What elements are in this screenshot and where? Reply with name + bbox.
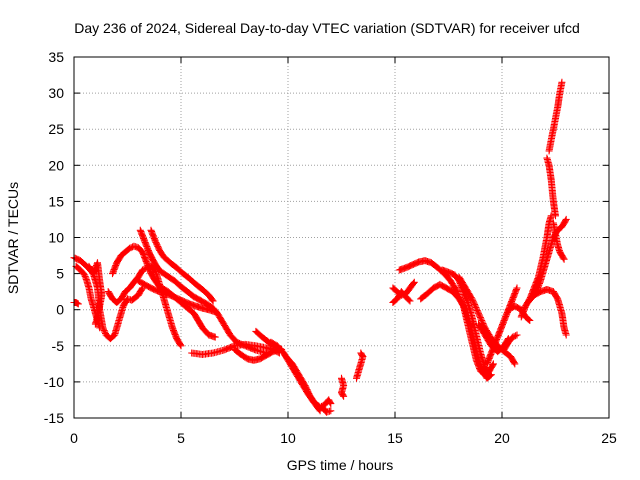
series-trace-15 — [318, 403, 335, 416]
y-tick-label: 10 — [48, 230, 64, 246]
y-tick-label: 15 — [48, 193, 64, 209]
y-tick-label: 30 — [48, 85, 64, 101]
series-trace-17 — [353, 349, 367, 382]
series-trace-30 — [549, 219, 568, 263]
plus-markers — [338, 374, 348, 400]
series-trace-21 — [417, 280, 495, 382]
series-trace-16 — [338, 374, 348, 400]
plus-markers — [549, 219, 568, 263]
y-tick-label: -15 — [44, 410, 64, 426]
series-trace-23 — [455, 273, 519, 368]
plus-markers — [543, 154, 559, 220]
series-trace-28 — [517, 212, 555, 321]
series-trace-09 — [134, 277, 219, 316]
y-tick-label: -5 — [52, 338, 65, 354]
y-tick-label: 25 — [48, 121, 64, 137]
series-trace-01 — [70, 254, 146, 343]
plus-markers — [70, 299, 82, 308]
series-trace-31 — [545, 78, 566, 155]
x-axis-title: GPS time / hours — [287, 457, 394, 473]
plus-markers — [318, 403, 335, 416]
x-tick-label: 15 — [387, 430, 403, 446]
plus-markers — [85, 259, 106, 328]
plus-markers — [500, 331, 521, 353]
plus-markers — [70, 254, 146, 343]
y-tick-label: 0 — [56, 302, 64, 318]
plus-markers — [389, 288, 414, 306]
series-trace-26 — [500, 331, 521, 353]
y-tick-label: 35 — [48, 49, 64, 65]
y-axis-title: SDTVAR / TECUs — [5, 182, 21, 294]
plus-markers — [455, 273, 519, 368]
series-trace-11 — [231, 345, 283, 364]
plus-markers — [134, 277, 219, 316]
series-trace-03 — [85, 259, 106, 328]
series-trace-19 — [389, 288, 414, 306]
chart-title: Day 236 of 2024, Sidereal Day-to-day VTE… — [74, 20, 580, 36]
plus-markers — [483, 284, 521, 368]
x-tick-label: 10 — [280, 430, 296, 446]
y-tick-label: 20 — [48, 157, 64, 173]
x-tick-label: 20 — [494, 430, 510, 446]
x-tick-label: 5 — [177, 430, 185, 446]
x-tick-label: 25 — [601, 430, 617, 446]
y-tick-label: -10 — [44, 374, 64, 390]
x-tick-label: 0 — [70, 430, 78, 446]
plus-markers — [417, 280, 495, 382]
series-trace-25 — [483, 284, 521, 368]
series-trace-14 — [282, 353, 324, 415]
data-points — [70, 78, 570, 416]
plus-markers — [517, 212, 555, 321]
series-trace-32 — [543, 154, 559, 220]
plot-frame — [73, 56, 610, 419]
plus-markers — [147, 226, 217, 305]
plus-markers — [231, 345, 283, 364]
plus-markers — [353, 349, 367, 382]
series-trace-33 — [524, 286, 570, 339]
plus-markers — [282, 353, 324, 415]
series-trace-08 — [147, 226, 217, 305]
plus-markers — [524, 286, 570, 339]
y-tick-label: 5 — [56, 266, 64, 282]
plus-markers — [545, 78, 566, 155]
series-trace-04 — [70, 299, 82, 308]
